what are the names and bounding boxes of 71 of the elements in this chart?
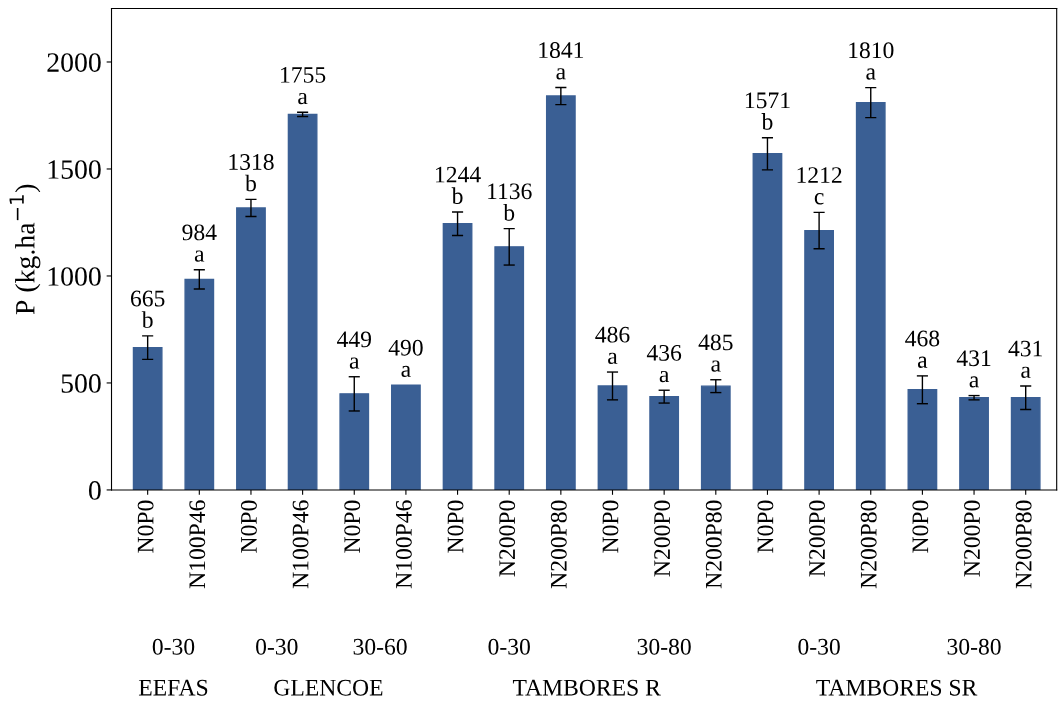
- text: 30-60: [353, 638, 407, 655]
- bar: [236, 207, 266, 490]
- text: TAMBORES R: [512, 679, 661, 696]
- x-tick-label: N200P0: [964, 500, 980, 577]
- y-tick-label: 0: [88, 481, 101, 500]
- y-tick-label: 1000: [48, 267, 101, 286]
- data-label: 431 a: [1008, 340, 1042, 378]
- bar: [442, 223, 473, 490]
- bar: [391, 384, 421, 490]
- text: 0-30: [488, 638, 530, 655]
- bar: [132, 346, 163, 490]
- x-tick-label: N100P46: [395, 500, 412, 589]
- text: 0-30: [152, 638, 195, 655]
- text: EEFAS: [138, 679, 208, 696]
- text: TAMBORES SR: [816, 679, 978, 696]
- data-label: 665 b: [130, 290, 165, 328]
- data-label: 1810 a: [849, 42, 894, 80]
- bar: [494, 246, 525, 490]
- bar: [907, 389, 938, 490]
- bar: [287, 113, 318, 490]
- x-tick-label: N100P46: [292, 500, 309, 589]
- data-label: 468 a: [905, 330, 940, 368]
- bar: [545, 95, 576, 490]
- bar: [855, 101, 886, 490]
- data-label: 1841 a: [539, 42, 584, 80]
- text: 0-30: [798, 638, 840, 655]
- text: 30-80: [637, 638, 691, 655]
- bar: [649, 395, 680, 490]
- x-tick-label: N0P0: [447, 500, 464, 553]
- x-tick-label: N0P0: [240, 500, 257, 553]
- data-label: 1212 c: [797, 167, 842, 205]
- x-tick-label: N0P0: [344, 500, 361, 553]
- data-label: 431 a: [956, 350, 991, 388]
- x-tick-label: N100P46: [189, 500, 206, 589]
- x-tick-label: N200P0: [499, 500, 516, 577]
- y-axis-title: P (kg.ha$^{−1}$): [9, 184, 41, 315]
- bar: [597, 385, 628, 490]
- x-tick-label: N200P80: [1015, 500, 1032, 589]
- bar: [1010, 397, 1041, 490]
- data-label: 1755 a: [281, 67, 326, 105]
- x-tick-label: N0P0: [912, 500, 929, 553]
- data-label: 449 a: [337, 331, 371, 369]
- data-label: 436 a: [646, 344, 682, 383]
- x-tick-label: N200P80: [705, 500, 722, 589]
- text: 30-80: [947, 638, 1001, 655]
- y-tick-label: 2000: [47, 53, 101, 72]
- data-label: 1318 b: [229, 154, 274, 192]
- data-label: 485 a: [698, 334, 733, 372]
- x-tick-label: N200P80: [860, 500, 877, 589]
- bar: [184, 278, 215, 490]
- data-label: 1244 b: [436, 166, 481, 204]
- bar: [752, 153, 783, 490]
- text: 0-30: [256, 638, 298, 655]
- data-label: 1571 b: [745, 92, 790, 130]
- x-tick-label: N200P80: [550, 500, 567, 589]
- y-tick-label: 500: [61, 374, 101, 393]
- x-tick-label: N0P0: [602, 500, 619, 553]
- bar: [804, 229, 835, 490]
- data-label: 984 a: [182, 224, 217, 262]
- y-tick-label: 1500: [48, 160, 101, 179]
- bar: [339, 393, 370, 490]
- x-tick-label: N0P0: [137, 500, 154, 553]
- data-label: 486 a: [595, 326, 630, 365]
- data-label: 1136 b: [488, 183, 532, 221]
- bar: [959, 397, 989, 490]
- x-tick-label: N0P0: [757, 500, 774, 553]
- text: GLENCOE: [274, 679, 383, 696]
- data-label: 490 a: [388, 339, 423, 378]
- x-tick-label: N200P0: [654, 500, 671, 577]
- bar: [700, 385, 731, 490]
- x-tick-label: N200P0: [809, 500, 826, 577]
